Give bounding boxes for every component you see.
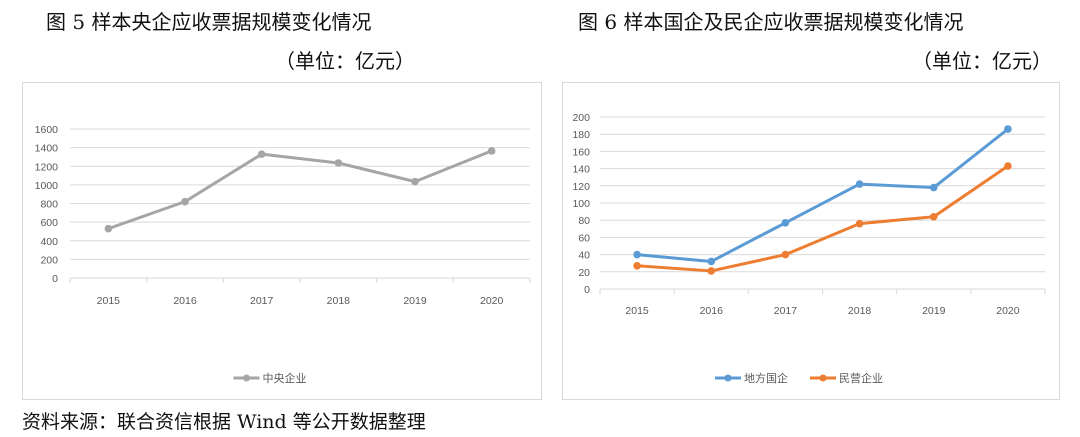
y-tick-label: 800 — [40, 199, 58, 211]
y-tick-label: 1400 — [35, 143, 59, 155]
legend-marker — [243, 374, 250, 382]
data-point — [487, 147, 496, 155]
y-tick-label: 160 — [572, 146, 590, 158]
y-tick-label: 0 — [52, 273, 58, 285]
y-tick-label: 1200 — [35, 161, 59, 173]
y-tick-label: 0 — [584, 284, 590, 296]
data-point — [855, 180, 864, 188]
data-point — [257, 150, 266, 158]
series-line-1 — [636, 127, 1009, 263]
y-tick-label: 400 — [40, 236, 58, 248]
y-tick-label: 200 — [40, 254, 58, 266]
data-point — [334, 159, 343, 167]
data-point — [855, 219, 864, 228]
x-tick-label: 2019 — [403, 295, 427, 307]
legend-label: 民营企业 — [839, 371, 883, 385]
data-point — [633, 261, 641, 270]
figure-5-unit: （单位：亿元） — [275, 49, 415, 73]
y-tick-label: 120 — [572, 181, 590, 193]
x-tick-label: 2016 — [173, 295, 197, 307]
data-point — [929, 183, 938, 192]
x-tick-label: 2017 — [774, 305, 798, 317]
legend-label: 地方国企 — [744, 371, 788, 385]
legend-marker — [819, 374, 827, 382]
data-point — [707, 267, 716, 275]
y-tick-label: 60 — [578, 232, 590, 244]
y-tick-label: 1000 — [35, 180, 59, 192]
y-tick-label: 180 — [572, 129, 590, 141]
x-tick-label: 2017 — [250, 295, 274, 307]
y-tick-label: 40 — [578, 250, 590, 262]
data-point — [781, 218, 790, 227]
x-tick-label: 2019 — [922, 305, 946, 317]
x-tick-label: 2020 — [480, 295, 504, 307]
y-tick-label: 200 — [572, 112, 590, 124]
y-tick-label: 140 — [572, 164, 590, 176]
data-point — [181, 197, 189, 206]
y-tick-label: 600 — [40, 217, 58, 229]
series-line-1 — [107, 149, 493, 231]
x-tick-label: 2015 — [625, 305, 649, 317]
data-point — [411, 177, 419, 186]
x-tick-label: 2018 — [848, 305, 872, 317]
figure-5-title: 图 5 样本央企应收票据规模变化情况 — [46, 10, 372, 34]
y-tick-label: 100 — [572, 198, 590, 210]
data-point — [104, 224, 113, 233]
y-tick-label: 1600 — [35, 124, 59, 136]
data-point — [633, 250, 641, 259]
data-point — [1004, 125, 1012, 133]
x-tick-label: 2020 — [996, 305, 1020, 317]
x-tick-label: 2018 — [327, 295, 351, 307]
legend-label: 中央企业 — [263, 371, 307, 385]
x-tick-label: 2015 — [97, 295, 121, 307]
data-point — [781, 250, 790, 259]
data-point — [1004, 162, 1012, 170]
x-tick-label: 2016 — [700, 305, 724, 317]
series-line-2 — [636, 164, 1009, 273]
y-tick-label: 80 — [578, 215, 590, 227]
data-point — [929, 212, 938, 221]
legend-marker — [724, 374, 732, 382]
figure-6-title: 图 6 样本国企及民企应收票据规模变化情况 — [578, 10, 964, 34]
data-point — [707, 257, 716, 266]
chart-2-frame — [562, 82, 1060, 400]
y-tick-label: 20 — [578, 267, 590, 279]
figure-6-unit: （单位：亿元） — [912, 49, 1052, 73]
source-note: 资料来源：联合资信根据 Wind 等公开数据整理 — [22, 411, 426, 433]
